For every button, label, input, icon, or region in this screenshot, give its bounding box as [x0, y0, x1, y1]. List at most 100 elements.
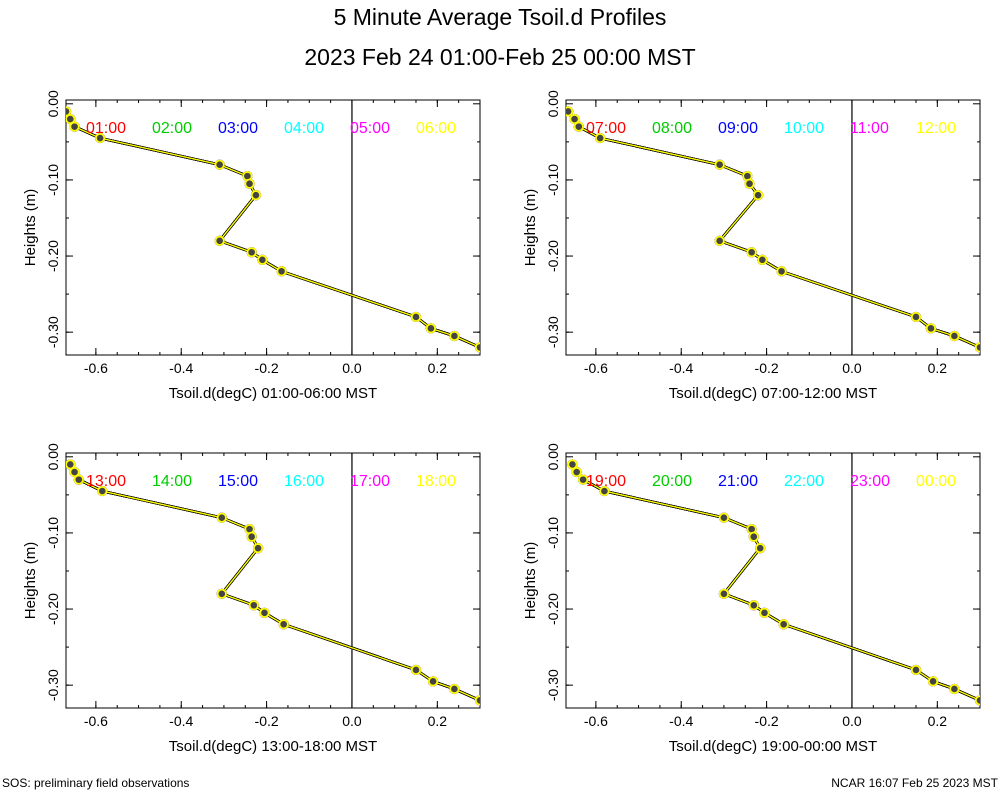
legend-entry: 03:00 [218, 120, 258, 137]
data-point [949, 683, 960, 695]
series-line [571, 464, 980, 702]
x-tick-label: 0.0 [342, 713, 362, 729]
x-tick-label: 0.2 [428, 360, 448, 376]
x-tick-label: 0.0 [842, 713, 862, 729]
legend-entry: 10:00 [784, 120, 824, 137]
y-tick-label: -0.30 [45, 669, 61, 701]
series-line-outline [567, 110, 980, 349]
legend-entry: 21:00 [718, 473, 758, 490]
legend-entry: 09:00 [718, 120, 758, 137]
y-tick-label: -0.10 [545, 164, 561, 196]
data-point [410, 664, 422, 676]
series-line [66, 111, 480, 349]
series-line [69, 464, 480, 702]
legend-entry: 07:00 [586, 120, 626, 137]
legend-entry: 23:00 [850, 473, 890, 490]
data-point [73, 474, 84, 485]
legend-entry: 13:00 [86, 473, 126, 490]
legend-entry: 04:00 [284, 120, 324, 137]
profile-panel-2: -0.6 -0.4 -0.2 0.0 0.2 0.00 -0.10 -0.20 -0.30 Tso… [522, 90, 981, 402]
footer-timestamp: NCAR 16:07 Feb 25 2023 MST [831, 776, 998, 790]
data-point [910, 311, 922, 323]
profile-panel-4: -0.6 -0.4 -0.2 0.0 0.2 0.00 -0.10 -0.20 -0.30 Tso… [522, 443, 981, 755]
data-point [974, 695, 980, 706]
data-point [257, 254, 268, 265]
x-tick-label: 0.2 [928, 713, 948, 729]
y-tick-label: 0.00 [45, 90, 61, 117]
data-point [474, 695, 480, 706]
data-point [567, 459, 578, 470]
legend-entry: 16:00 [284, 473, 324, 490]
series-line [571, 464, 980, 702]
data-point [577, 474, 589, 485]
data-point [95, 132, 106, 144]
series-line-outline [567, 110, 980, 349]
series-line [66, 111, 480, 349]
x-tick-label: -0.6 [584, 360, 608, 376]
data-point [474, 342, 480, 353]
series-line [567, 110, 980, 349]
data-point [776, 266, 787, 277]
footer-source-note: SOS: preliminary field observations [2, 776, 190, 790]
data-point [69, 466, 80, 478]
series-line-outline [571, 463, 980, 702]
x-tick-label: -0.2 [255, 360, 279, 376]
data-point [66, 459, 76, 470]
y-tick-label: -0.20 [45, 240, 61, 272]
series-line [571, 464, 980, 702]
data-point [748, 531, 759, 542]
series-line [567, 110, 980, 349]
series-line [66, 111, 480, 349]
y-tick-label: 0.00 [545, 90, 561, 117]
data-point [714, 235, 725, 246]
series-line-outline [567, 110, 980, 349]
series-line [567, 110, 980, 349]
x-tick-label: -0.6 [84, 360, 108, 376]
data-point [216, 588, 227, 599]
legend-entry: 08:00 [652, 120, 692, 137]
legend-entry: 14:00 [152, 473, 192, 490]
series-line-outline [567, 110, 980, 349]
x-tick-label: -0.4 [669, 360, 693, 376]
series-line-outline [571, 463, 980, 702]
y-tick-label: -0.20 [545, 240, 561, 272]
y-axis-label: Heights (m) [22, 542, 39, 620]
data-point [571, 466, 582, 478]
series-line [69, 464, 480, 702]
data-point [244, 178, 255, 189]
series-line-outline [69, 463, 480, 702]
legend-entry: 01:00 [86, 120, 126, 137]
series-line [571, 464, 980, 702]
data-point [69, 121, 80, 132]
data-point [718, 512, 730, 523]
legend-entry: 22:00 [784, 473, 824, 490]
series-line-outline [66, 110, 480, 349]
series-line-outline [66, 110, 480, 349]
series-line-outline [66, 110, 480, 349]
y-tick-label: 0.00 [45, 443, 61, 470]
x-tick-label: 0.0 [842, 360, 862, 376]
x-tick-label: -0.2 [255, 713, 279, 729]
series-line [69, 464, 480, 702]
legend-entry: 17:00 [350, 473, 390, 490]
x-tick-label: 0.2 [428, 713, 448, 729]
series-line-outline [567, 110, 980, 349]
series-0000 [567, 459, 980, 706]
legend-entry: 11:00 [850, 120, 889, 137]
legend-entry: 12:00 [916, 120, 956, 137]
data-point [910, 664, 922, 676]
x-tick-label: -0.2 [755, 713, 779, 729]
profile-panel-3: -0.6 -0.4 -0.2 0.0 0.2 0.00 -0.10 -0.20 -0.30 Tso… [22, 443, 481, 755]
x-tick-label: -0.4 [169, 360, 193, 376]
series-line-outline [69, 463, 480, 702]
data-point [759, 607, 770, 618]
data-point [746, 247, 757, 258]
series-line [567, 110, 980, 349]
data-point [66, 113, 76, 125]
x-tick-label: 0.2 [928, 360, 948, 376]
series-line-outline [69, 463, 480, 702]
series-line [66, 111, 480, 349]
series-line [571, 464, 980, 702]
data-point [718, 588, 730, 599]
series-line [567, 110, 980, 349]
